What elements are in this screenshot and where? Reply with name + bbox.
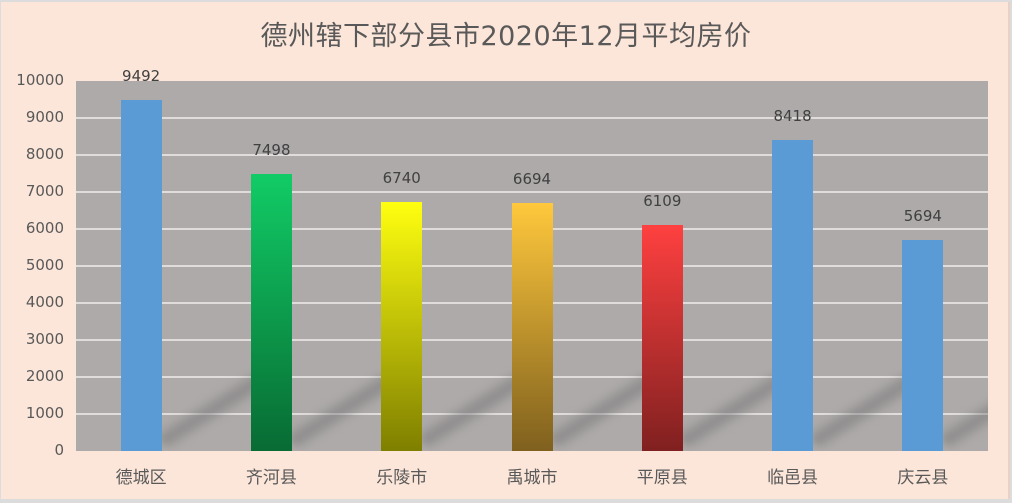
- bar-value-label: 5694: [903, 207, 942, 226]
- x-tick-label: 德城区: [115, 468, 167, 488]
- plot-area: [76, 81, 988, 451]
- y-tick-label: 0: [54, 441, 64, 459]
- y-tick-label: 3000: [25, 330, 64, 348]
- bar-value-label: 6740: [382, 168, 421, 187]
- bar-6[interactable]: [772, 139, 814, 451]
- x-tick-label: 临邑县: [767, 468, 819, 488]
- y-tick-label: 10000: [16, 71, 64, 89]
- y-tick-label: 1000: [25, 404, 64, 422]
- x-tick-label: 庆云县: [897, 468, 949, 488]
- gridline: [76, 191, 988, 193]
- bar-7[interactable]: [902, 240, 944, 451]
- chart-title: 德州辖下部分县市2020年12月平均房价: [260, 21, 752, 52]
- gridline: [76, 154, 988, 156]
- bar-value-label: 6109: [643, 191, 682, 210]
- bar-4[interactable]: [511, 203, 553, 451]
- x-tick-label: 平原县: [636, 468, 688, 488]
- bar-value-label: 7498: [252, 140, 291, 159]
- y-tick-label: 5000: [25, 256, 64, 274]
- bar-2[interactable]: [250, 173, 292, 451]
- y-tick-label: 7000: [25, 182, 64, 200]
- y-tick-label: 9000: [25, 108, 64, 126]
- bar-value-label: 9492: [122, 66, 161, 85]
- bar-value-label: 6694: [512, 170, 552, 189]
- bar-3[interactable]: [381, 201, 423, 451]
- bar-1[interactable]: [120, 99, 162, 451]
- bar-5[interactable]: [641, 224, 683, 451]
- gridline: [76, 117, 988, 119]
- x-tick-label: 乐陵市: [376, 468, 428, 488]
- y-tick-label: 2000: [25, 367, 64, 385]
- y-tick-label: 6000: [25, 219, 64, 237]
- y-tick-label: 8000: [25, 145, 64, 163]
- bar-shadow: [935, 367, 988, 451]
- bar-value-label: 8418: [773, 106, 812, 125]
- x-tick-label: 齐河县: [245, 468, 297, 488]
- y-tick-label: 4000: [25, 293, 64, 311]
- x-tick-label: 禹城市: [506, 468, 558, 488]
